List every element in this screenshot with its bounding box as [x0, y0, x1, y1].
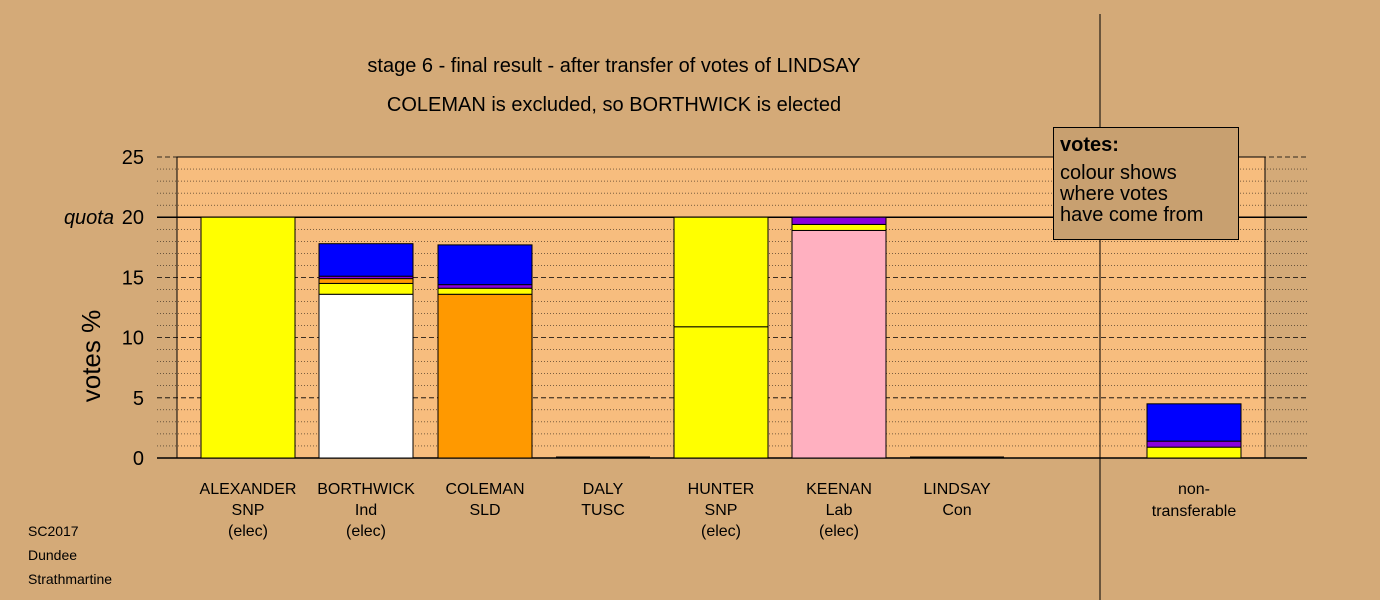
- bar-segment: [673, 326, 769, 459]
- x-tick-label: non-: [1178, 481, 1210, 498]
- y-tick-label: 5: [133, 388, 144, 410]
- quota-label: quota: [64, 207, 114, 229]
- y-tick-label: 25: [122, 147, 144, 169]
- x-tick-label: Lab: [826, 502, 853, 519]
- legend-line: have come from: [1060, 204, 1204, 226]
- legend-title: votes:: [1060, 134, 1119, 156]
- bar-segment: [437, 287, 533, 295]
- x-tick-label: transferable: [1152, 503, 1237, 520]
- bar-segment: [318, 282, 414, 295]
- footnote-line: SC2017: [28, 523, 79, 539]
- x-tick-label: (elec): [819, 523, 859, 540]
- y-axis-label: votes %: [76, 310, 106, 403]
- x-tick-label: SLD: [469, 502, 500, 519]
- y-tick-label: 10: [122, 328, 144, 350]
- x-tick-label: ALEXANDER: [200, 481, 297, 498]
- bar-segment: [318, 293, 414, 459]
- x-tick-label: DALY: [583, 481, 624, 498]
- y-tick-label: 15: [122, 267, 144, 289]
- y-tick-label: 20: [122, 207, 144, 229]
- bar-segment: [791, 229, 887, 459]
- x-tick-label: Con: [942, 502, 971, 519]
- x-tick-label: (elec): [701, 523, 741, 540]
- bar-segment: [437, 284, 533, 289]
- footnote-line: Dundee: [28, 547, 78, 563]
- bar-segment: [437, 244, 533, 286]
- chart-subtitle: COLEMAN is excluded, so BORTHWICK is ele…: [387, 94, 841, 116]
- footnote-line: Strathmartine: [28, 571, 113, 587]
- bar-segment: [318, 278, 414, 284]
- x-tick-label: (elec): [228, 523, 268, 540]
- bar-segment: [673, 216, 769, 328]
- legend-line: where votes: [1060, 183, 1168, 205]
- bar-segment: [791, 216, 887, 225]
- x-tick-label: SNP: [232, 502, 265, 519]
- bar-segment: [200, 216, 296, 459]
- x-tick-label: KEENAN: [806, 481, 872, 498]
- bar-segment: [791, 223, 887, 231]
- x-tick-label: HUNTER: [688, 481, 755, 498]
- x-tick-label: Ind: [355, 502, 377, 519]
- x-tick-label: SNP: [705, 502, 738, 519]
- x-tick-label: COLEMAN: [445, 481, 524, 498]
- x-tick-label: LINDSAY: [923, 481, 991, 498]
- x-tick-label: BORTHWICK: [317, 481, 415, 498]
- chart-title: stage 6 - final result - after transfer …: [367, 55, 860, 77]
- bar-segment: [1146, 440, 1242, 448]
- bar-segment: [1146, 446, 1242, 459]
- y-tick-label: 0: [133, 448, 144, 470]
- bar-segment: [437, 293, 533, 459]
- x-tick-label: (elec): [346, 523, 386, 540]
- bar-segment: [318, 243, 414, 277]
- legend: votes: colour shows where votes have com…: [1053, 127, 1239, 240]
- x-tick-label: TUSC: [581, 502, 625, 519]
- legend-line: colour shows: [1060, 162, 1177, 184]
- bar-segment: [1146, 403, 1242, 442]
